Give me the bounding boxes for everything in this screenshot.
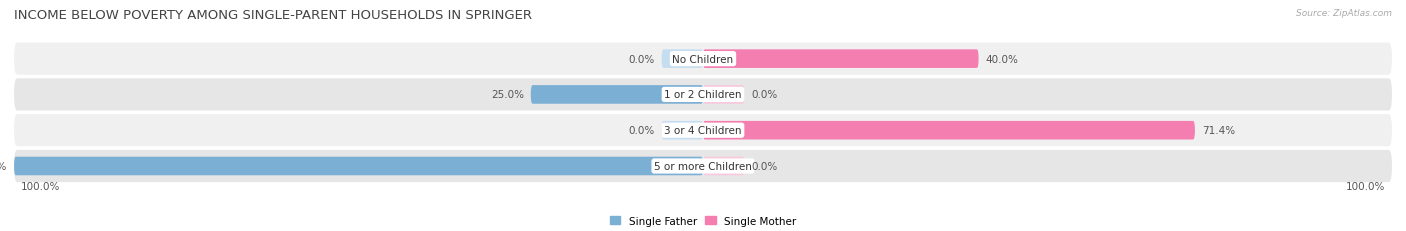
Text: 3 or 4 Children: 3 or 4 Children <box>664 126 742 136</box>
FancyBboxPatch shape <box>531 86 703 104</box>
Text: 1 or 2 Children: 1 or 2 Children <box>664 90 742 100</box>
Text: 71.4%: 71.4% <box>1202 126 1234 136</box>
FancyBboxPatch shape <box>14 79 1392 111</box>
FancyBboxPatch shape <box>14 150 1392 182</box>
Text: 100.0%: 100.0% <box>21 181 60 191</box>
Text: Source: ZipAtlas.com: Source: ZipAtlas.com <box>1296 9 1392 18</box>
FancyBboxPatch shape <box>14 157 703 176</box>
Legend: Single Father, Single Mother: Single Father, Single Mother <box>610 216 796 226</box>
Text: 40.0%: 40.0% <box>986 55 1018 64</box>
Text: INCOME BELOW POVERTY AMONG SINGLE-PARENT HOUSEHOLDS IN SPRINGER: INCOME BELOW POVERTY AMONG SINGLE-PARENT… <box>14 9 531 22</box>
Text: No Children: No Children <box>672 55 734 64</box>
FancyBboxPatch shape <box>703 157 744 176</box>
Text: 0.0%: 0.0% <box>751 161 778 171</box>
FancyBboxPatch shape <box>662 121 703 140</box>
Text: 25.0%: 25.0% <box>491 90 524 100</box>
Text: 0.0%: 0.0% <box>628 55 655 64</box>
FancyBboxPatch shape <box>703 50 979 69</box>
FancyBboxPatch shape <box>662 50 703 69</box>
FancyBboxPatch shape <box>14 115 1392 147</box>
Text: 100.0%: 100.0% <box>1346 181 1385 191</box>
Text: 0.0%: 0.0% <box>628 126 655 136</box>
Text: 100.0%: 100.0% <box>0 161 7 171</box>
FancyBboxPatch shape <box>14 43 1392 76</box>
Text: 5 or more Children: 5 or more Children <box>654 161 752 171</box>
FancyBboxPatch shape <box>703 121 1195 140</box>
Text: 0.0%: 0.0% <box>751 90 778 100</box>
FancyBboxPatch shape <box>703 86 744 104</box>
